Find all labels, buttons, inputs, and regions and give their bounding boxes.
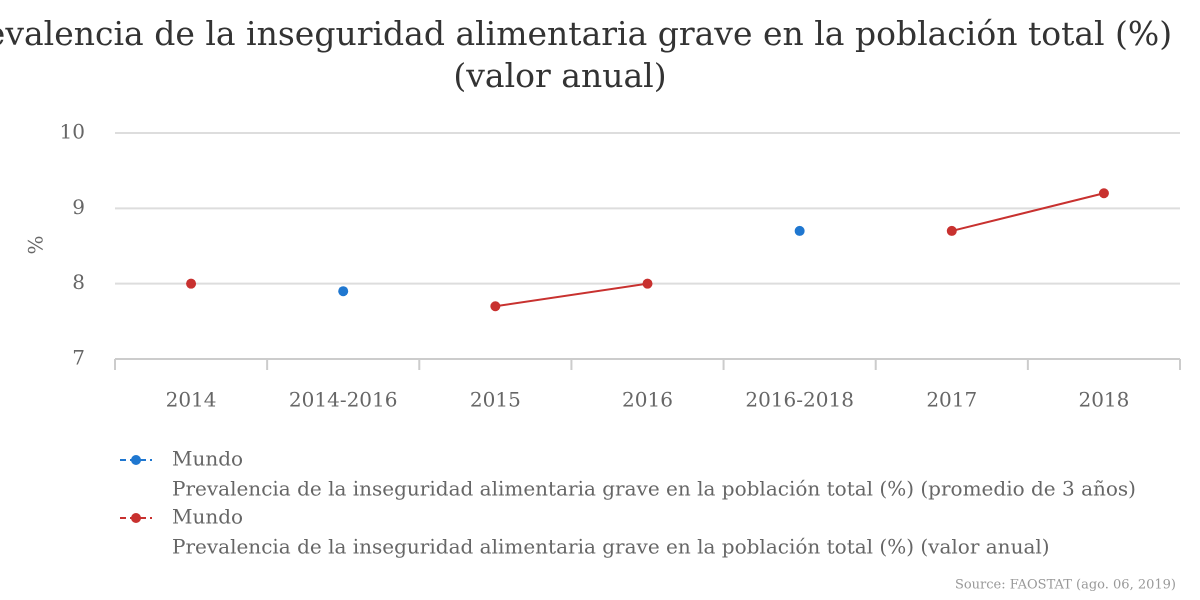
x-tick-label: 2016 — [622, 388, 673, 412]
x-tick-label: 2018 — [1078, 388, 1129, 412]
legend-marker — [131, 455, 141, 465]
y-tick-label: 7 — [72, 346, 85, 370]
x-tick-label: 2014-2016 — [289, 388, 398, 412]
legend-label: Mundo — [172, 505, 243, 529]
y-tick-label: 10 — [60, 120, 85, 144]
x-tick-label: 2015 — [470, 388, 521, 412]
x-tick-label: 2014 — [166, 388, 217, 412]
x-tick-label: 2016-2018 — [745, 388, 854, 412]
chart-title: Prevalencia de la inseguridad alimentari… — [0, 14, 1172, 53]
series-line — [495, 192, 1105, 308]
data-point — [946, 225, 957, 236]
y-tick-label: 8 — [72, 270, 85, 294]
data-point — [794, 225, 805, 236]
data-point — [338, 286, 349, 297]
data-point — [186, 278, 197, 289]
data-point — [490, 301, 501, 312]
legend-description: Prevalencia de la inseguridad alimentari… — [172, 535, 1050, 559]
y-axis-label: % — [24, 235, 48, 254]
legend-marker — [131, 513, 141, 523]
data-point — [642, 278, 653, 289]
y-tick-label: 9 — [72, 195, 85, 219]
x-tick-label: 2017 — [926, 388, 977, 412]
legend-description: Prevalencia de la inseguridad alimentari… — [172, 477, 1136, 501]
legend-label: Mundo — [172, 447, 243, 471]
data-point — [1098, 188, 1109, 199]
source: Source: FAOSTAT (ago. 06, 2019) — [955, 578, 1176, 593]
chart-subtitle: (valor anual) — [453, 56, 666, 95]
